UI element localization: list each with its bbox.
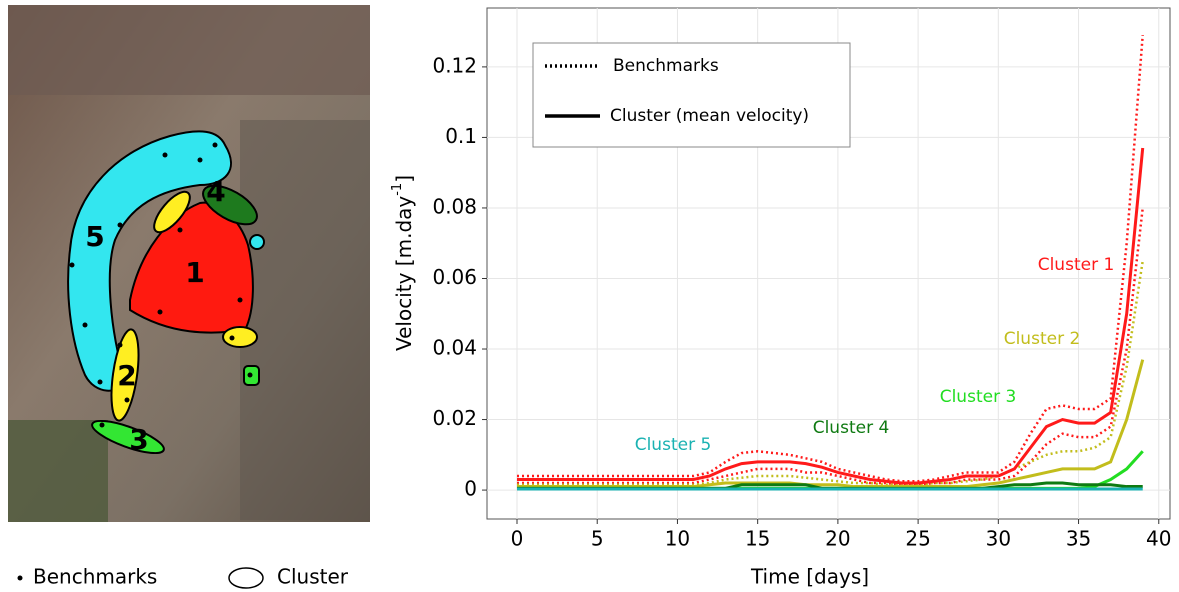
y-tick-label: 0.1 — [445, 124, 477, 148]
y-tick-label: 0.02 — [432, 406, 477, 430]
benchmark-line — [517, 260, 1144, 487]
y-tick-label: 0.06 — [432, 265, 477, 289]
benchmark-dot — [97, 379, 103, 385]
benchmark-dot — [212, 142, 218, 148]
cluster-3 — [91, 419, 165, 455]
cluster-4 — [202, 184, 258, 226]
benchmark-dot — [69, 262, 75, 268]
x-axis-label: Time [days] — [750, 565, 869, 589]
cluster-label: 3 — [129, 423, 148, 456]
benchmark-dot — [229, 335, 235, 341]
cluster-label: 5 — [85, 220, 104, 253]
series-label: Cluster 1 — [1038, 255, 1115, 275]
y-label-end: ] — [392, 175, 416, 183]
benchmark-dot — [162, 152, 168, 158]
benchmark-line — [517, 35, 1144, 483]
forest-top — [8, 5, 370, 95]
legend-label: Benchmarks — [613, 56, 719, 76]
cluster-5-part — [249, 234, 265, 250]
y-label-sup: -1 — [390, 183, 405, 196]
x-tick-label: 10 — [665, 527, 690, 551]
cluster-2-part — [222, 326, 258, 348]
photo: 5 1 4 2 3 — [8, 5, 370, 522]
lines — [517, 35, 1145, 491]
mean-line — [517, 359, 1145, 489]
x-tick-label: 40 — [1146, 527, 1171, 551]
cluster-5 — [67, 130, 232, 392]
legend-dot — [17, 575, 23, 581]
series-label: Cluster 2 — [1004, 329, 1081, 349]
benchmark-dots — [69, 142, 253, 428]
x-tick-label: 25 — [905, 527, 930, 551]
benchmark-dot — [99, 422, 105, 428]
clusters — [67, 130, 265, 455]
benchmark-dot — [117, 222, 123, 228]
legend: Benchmarks Cluster (mean velocity) — [545, 56, 809, 126]
benchmark-dot — [82, 322, 88, 328]
legend-label: Cluster (mean velocity) — [610, 106, 809, 126]
legend-benchmarks: Benchmarks — [33, 565, 157, 589]
x-tick-label: 0 — [511, 527, 524, 551]
benchmark-dot — [237, 297, 243, 303]
x-tick-label: 5 — [591, 527, 604, 551]
y-tick-label: 0 — [464, 477, 477, 501]
rock-shadow — [240, 120, 370, 520]
cluster-2-part — [153, 190, 191, 234]
cluster-label: 2 — [117, 359, 136, 392]
trees — [8, 420, 108, 522]
x-tick-label: 35 — [1066, 527, 1091, 551]
legend-box — [532, 42, 851, 148]
benchmark-dot — [124, 397, 130, 403]
y-tick-label: 0.08 — [432, 194, 477, 218]
benchmark-dot — [177, 227, 183, 233]
y-axis-label: Velocity [m.day-1] — [390, 175, 416, 351]
series-label: Cluster 3 — [940, 387, 1017, 407]
y-tick-label: 0.12 — [432, 53, 477, 77]
benchmark-dot — [197, 157, 203, 163]
y-label-main: Velocity [m.day — [392, 196, 416, 351]
y-tick-label: 0.04 — [432, 336, 477, 360]
series-label: Cluster 4 — [813, 418, 890, 438]
legend-cluster-shape — [228, 567, 264, 589]
benchmark-dot — [157, 309, 163, 315]
series-label: Cluster 5 — [635, 435, 712, 455]
mean-line — [517, 147, 1145, 485]
x-tick-label: 15 — [745, 527, 770, 551]
benchmark-dot — [247, 372, 253, 378]
x-tick-label: 20 — [825, 527, 850, 551]
benchmark-dot — [117, 342, 123, 348]
x-tick-label: 30 — [986, 527, 1011, 551]
legend-cluster: Cluster — [277, 565, 349, 589]
cluster-label: 4 — [206, 175, 225, 208]
cluster-label: 1 — [185, 256, 204, 289]
cluster-2 — [110, 328, 140, 422]
